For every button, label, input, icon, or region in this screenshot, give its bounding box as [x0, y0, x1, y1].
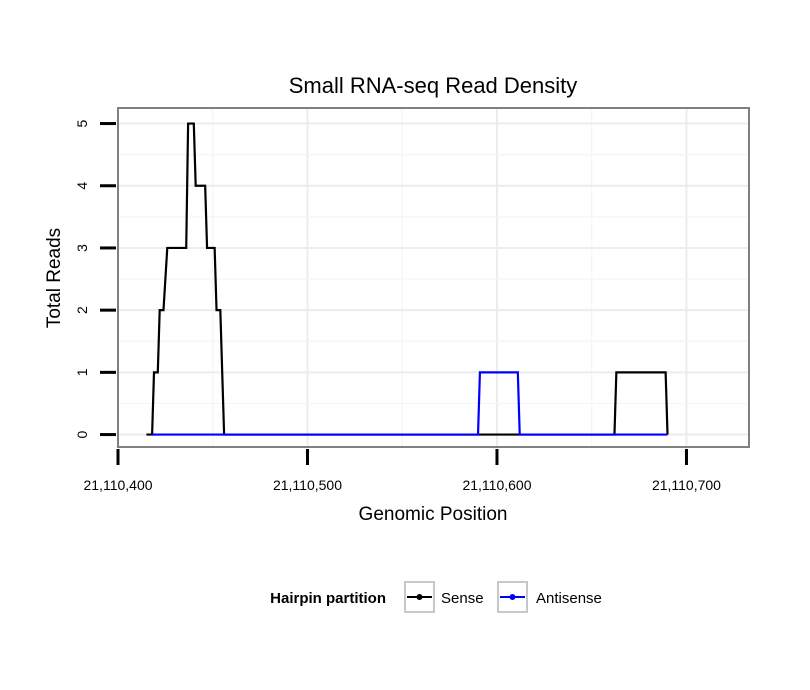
y-tick-label: 4	[74, 182, 90, 190]
x-tick-label: 21,110,700	[652, 477, 721, 493]
legend-dot-antisense	[509, 594, 516, 600]
legend: Hairpin partition Sense Antisense	[270, 581, 602, 613]
y-tick-label: 2	[74, 306, 90, 314]
series-line-antisense	[152, 371, 668, 436]
plot-border	[117, 107, 750, 448]
series-layer	[146, 122, 669, 436]
y-axis: 0 1 2 3 4 5	[74, 119, 116, 438]
y-tick-label: 0	[74, 430, 90, 438]
legend-label-antisense: Antisense	[536, 590, 602, 607]
x-axis-label: Genomic Position	[359, 504, 508, 525]
x-tick-label: 21,110,400	[83, 477, 152, 493]
y-tick-label: 3	[74, 244, 90, 252]
series-line-sense	[146, 122, 669, 436]
chart-title: Small RNA-seq Read Density	[289, 73, 578, 98]
x-tick-label: 21,110,500	[273, 477, 342, 493]
x-tick-label: 21,110,600	[462, 477, 531, 493]
y-axis-label: Total Reads	[44, 228, 65, 328]
y-tick-label: 1	[74, 368, 90, 376]
y-tick-label: 5	[74, 119, 90, 127]
plot-panel	[117, 107, 750, 448]
legend-dot-sense	[416, 594, 423, 600]
legend-item-sense: Sense	[404, 581, 484, 613]
legend-label-sense: Sense	[441, 590, 484, 607]
legend-item-antisense: Antisense	[497, 581, 602, 613]
legend-title: Hairpin partition	[270, 590, 386, 607]
x-axis: 21,110,400 21,110,500 21,110,600 21,110,700	[83, 449, 721, 493]
